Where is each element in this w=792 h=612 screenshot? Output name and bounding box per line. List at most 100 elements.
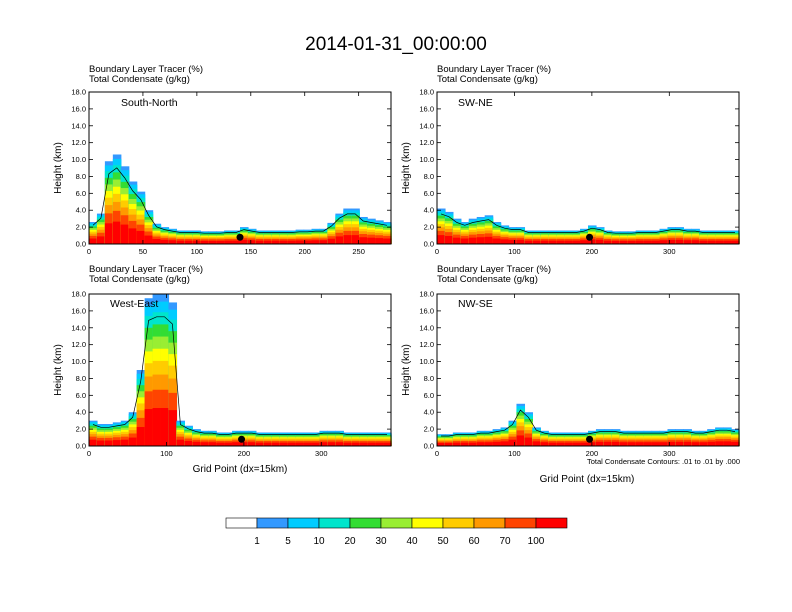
tracer-cell	[287, 442, 297, 446]
panel-header-line-2: Total Condensate (g/kg)	[437, 74, 538, 85]
tracer-cell	[263, 240, 273, 244]
tracer-cell	[343, 442, 352, 446]
location-marker	[586, 435, 594, 443]
tracer-cell	[524, 437, 533, 446]
colorbar-swatch	[411, 517, 444, 529]
colorbar-label: 40	[406, 536, 418, 547]
tracer-cell	[247, 442, 257, 446]
y-tick-label: 10.0	[71, 155, 86, 164]
tracer-cell	[375, 442, 384, 446]
tracer-cell	[351, 235, 360, 244]
tracer-cell	[611, 441, 621, 446]
tracer-cell	[152, 238, 162, 244]
tracer-cell	[524, 240, 533, 244]
y-tick-label: 2.0	[76, 223, 86, 232]
x-tick-label: 100	[508, 449, 521, 458]
tracer-cell	[184, 440, 193, 446]
x-tick-label: 300	[663, 449, 676, 458]
colorbar-label: 70	[499, 536, 511, 547]
x-tick-label: 0	[87, 449, 91, 458]
tracer-cell	[263, 442, 273, 446]
tracer-cell	[492, 238, 502, 244]
tracer-cell	[224, 240, 233, 244]
tracer-cell	[691, 442, 700, 446]
tracer-cell	[723, 441, 732, 446]
tracer-cell	[327, 442, 336, 446]
tracer-cell	[619, 442, 629, 446]
y-tick-label: 14.0	[419, 121, 434, 130]
tracer-cell	[707, 441, 716, 446]
tracer-cell	[516, 435, 526, 446]
y-axis-label: Height (km)	[53, 344, 64, 396]
y-tick-label: 10.0	[71, 357, 86, 366]
tracer-cell	[176, 439, 185, 446]
y-tick-label: 4.0	[76, 206, 86, 215]
tracer-cell	[532, 240, 541, 244]
tracer-cell	[603, 240, 613, 244]
tracer-cell	[484, 236, 494, 244]
tracer-cell	[367, 237, 376, 244]
tracer-cell	[144, 409, 154, 446]
tracer-cell	[96, 236, 106, 244]
panel-west-east: Boundary Layer Tracer (%) Total Condensa…	[53, 264, 392, 475]
tracer-cell	[468, 237, 478, 244]
tracer-cell	[595, 239, 605, 244]
plot-frame	[436, 293, 740, 447]
tracer-cell	[635, 442, 645, 446]
location-marker	[236, 233, 244, 241]
tracer-cell	[699, 240, 708, 244]
panel-nw-se: Boundary Layer Tracer (%) Total Condensa…	[401, 264, 740, 485]
tracer-cell	[152, 408, 162, 446]
tracer-cell	[287, 240, 297, 244]
panel-title: SW-NE	[458, 97, 493, 109]
tracer-cell	[651, 442, 661, 446]
colorbar-label: 50	[437, 536, 449, 547]
colorbar-label: 20	[344, 536, 356, 547]
y-tick-label: 16.0	[71, 306, 86, 315]
colorbar-swatch	[349, 517, 382, 529]
location-marker	[238, 435, 246, 443]
x-axis-label: Grid Point (dx=15km)	[540, 474, 635, 485]
tracer-cell	[580, 240, 589, 244]
x-tick-label: 300	[315, 449, 328, 458]
tracer-cell	[120, 224, 130, 244]
tracer-cell	[89, 439, 98, 446]
tracer-cell	[176, 240, 185, 244]
tracer-cell	[516, 239, 526, 244]
colorbar-swatch	[318, 517, 351, 529]
tracer-cell	[659, 240, 669, 244]
tracer-cell	[112, 221, 122, 244]
tracer-cell	[184, 240, 193, 244]
tracer-cell	[255, 240, 265, 244]
colorbar-label: 10	[313, 536, 325, 547]
y-tick-label: 16.0	[71, 104, 86, 113]
tracer-cell	[603, 441, 613, 446]
y-tick-label: 12.0	[71, 340, 86, 349]
tracer-cell	[383, 238, 392, 244]
colorbar-swatch	[225, 517, 258, 529]
colorbar: 1 5 10 20 30 40 50 60 70 100	[225, 517, 568, 547]
tracer-cell	[667, 441, 677, 446]
tracer-cell	[659, 442, 669, 446]
tracer-cell	[564, 442, 573, 446]
tracer-cell	[508, 239, 518, 244]
y-tick-label: 6.0	[76, 391, 86, 400]
tracer-cell	[375, 238, 384, 244]
tracer-cell	[327, 238, 336, 244]
tracer-cell	[675, 239, 684, 244]
x-tick-label: 200	[298, 247, 311, 256]
panel-title: West-East	[110, 298, 158, 310]
x-tick-label: 100	[508, 247, 521, 256]
tracer-cell	[295, 442, 305, 446]
tracer-cell	[208, 442, 217, 446]
colorbar-swatch	[380, 517, 413, 529]
y-tick-label: 2.0	[76, 425, 86, 434]
tracer-cell	[168, 240, 178, 244]
plot-area-west-east: 0.0 2.0 4.0 6.0 8.0 10.0 12.0 14.0 16.0 18.0 0 100 2…	[53, 290, 392, 458]
colorbar-swatch	[256, 517, 289, 529]
y-tick-label: 18.0	[71, 88, 86, 97]
tracer-cell	[635, 240, 645, 244]
panel-sw-ne: Boundary Layer Tracer (%) Total Condensa…	[401, 64, 740, 256]
tracer-cell	[271, 442, 281, 446]
tracer-cell	[128, 437, 138, 446]
